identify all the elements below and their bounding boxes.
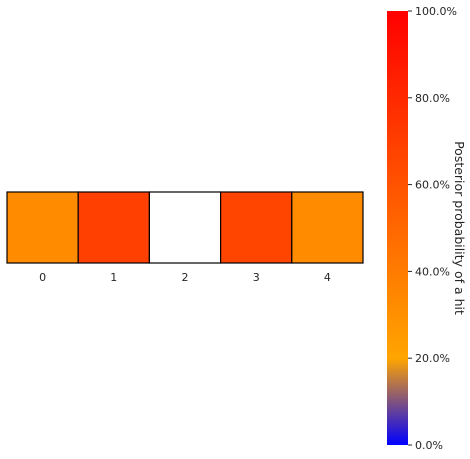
colorbar-tick-label: 80.0% bbox=[415, 92, 450, 105]
colorbar-tick-label: 40.0% bbox=[415, 265, 450, 278]
colorbar-tick-label: 20.0% bbox=[415, 352, 450, 365]
heatmap-cell-4 bbox=[291, 191, 364, 264]
x-tick-labels: 0 1 2 3 4 bbox=[39, 271, 331, 284]
colorbar-tick-label: 60.0% bbox=[415, 179, 450, 192]
heatmap-cells bbox=[6, 191, 364, 264]
x-tick-label: 0 bbox=[39, 271, 46, 284]
heatmap-cell-2 bbox=[148, 191, 222, 264]
colorbar-label: Posterior probability of a hit bbox=[452, 141, 467, 315]
colorbar-tick-label: 100.0% bbox=[415, 5, 457, 18]
x-tick-label: 3 bbox=[253, 271, 260, 284]
heatmap-cell-0 bbox=[6, 191, 79, 264]
x-tick-label: 1 bbox=[110, 271, 117, 284]
x-tick-label: 2 bbox=[182, 271, 189, 284]
colorbar bbox=[387, 11, 408, 445]
colorbar-ticks: 0.0% 20.0% 40.0% 60.0% 80.0% 100.0% bbox=[408, 5, 457, 452]
x-tick-label: 4 bbox=[324, 271, 331, 284]
colorbar-tick-label: 0.0% bbox=[415, 439, 443, 452]
heatmap-cell-1 bbox=[77, 191, 150, 264]
heatmap-cell-3 bbox=[220, 191, 293, 264]
